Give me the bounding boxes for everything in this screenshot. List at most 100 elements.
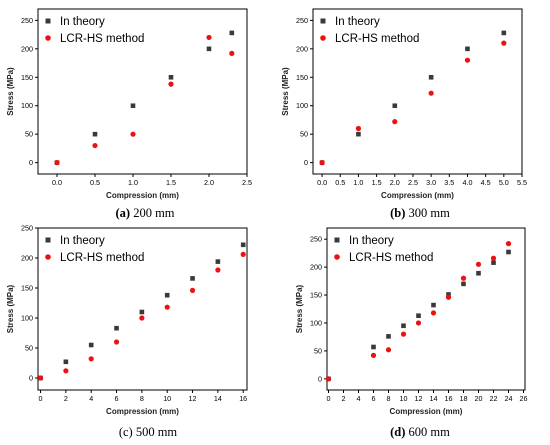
plot-frame — [37, 227, 248, 391]
x-tick-label: 4 — [357, 394, 361, 403]
x-tick-label: 4 — [89, 394, 93, 403]
data-point-lcr-hs — [464, 57, 471, 63]
x-tick-label: 10 — [163, 394, 171, 403]
y-axis-title: Stress (MPa) — [281, 67, 290, 116]
x-tick-label: 0.5 — [335, 178, 345, 187]
y-tick-label: 100 — [21, 314, 33, 323]
x-tick-label: 12 — [415, 394, 423, 403]
legend-marker-theory — [334, 237, 340, 243]
caption-d-label: (d) — [390, 425, 406, 439]
data-point-lcr-hs — [392, 119, 398, 125]
x-tick-label: 0 — [39, 394, 43, 403]
data-point-lcr-hs — [400, 331, 407, 337]
x-tick-label: 2.0 — [204, 178, 214, 187]
data-point-lcr-hs — [355, 125, 362, 132]
x-tick-label: 8 — [387, 394, 391, 403]
legend-label: In theory — [349, 235, 394, 247]
data-point-lcr-hs — [430, 310, 437, 316]
chart-panel-c: 0 2 4 6 8 10 12 14 16 0 50 100 150 200 250 Compression … — [0, 222, 275, 422]
caption-c: (c) 500 mm — [98, 425, 198, 440]
data-point-lcr-hs — [54, 160, 60, 166]
legend-marker-lcr-hs — [45, 35, 51, 41]
data-point-theory — [446, 292, 451, 297]
data-point-lcr-hs — [215, 267, 221, 273]
y-tick-label: 100 — [296, 101, 308, 110]
x-tick-label: 5.0 — [499, 178, 509, 187]
x-tick-label: 14 — [214, 394, 222, 403]
y-axis-title: Stress (MPa) — [6, 284, 15, 333]
data-point-lcr-hs — [325, 376, 332, 382]
caption-a-label: (a) — [115, 206, 131, 220]
data-point-theory — [215, 259, 221, 264]
y-tick-label: 50 — [300, 130, 308, 139]
y-tick-label: 250 — [21, 16, 33, 25]
data-point-lcr-hs — [370, 352, 377, 358]
y-tick-label: 150 — [296, 73, 308, 82]
x-tick-label: 18 — [460, 394, 468, 403]
data-point-lcr-hs — [88, 356, 94, 362]
x-tick-label: 12 — [189, 394, 197, 403]
chart-panel-d: 0 2 4 6 8 10 12 14 16 18 20 22 24 26 0 50 100 150 200 250 Co… — [275, 222, 550, 422]
legend-marker-theory — [45, 237, 51, 243]
data-point-lcr-hs — [460, 275, 467, 281]
data-point-theory — [476, 270, 481, 276]
y-tick-label: 0 — [304, 158, 308, 167]
caption-b-label: (b) — [390, 206, 406, 220]
data-point-lcr-hs — [92, 142, 98, 149]
data-point-lcr-hs — [113, 339, 120, 345]
y-tick-label: 250 — [310, 235, 322, 244]
data-point-theory — [229, 30, 235, 36]
data-point-theory — [491, 260, 496, 265]
caption-c-text: 500 mm — [135, 425, 178, 439]
chart-panel-b: 0.0 0.5 1.0 1.5 2.0 2.5 3.0 3.5 4.0 4.5 5.0 5.5 0 50 1… — [275, 0, 550, 205]
caption-b: (b) 300 mm — [370, 206, 470, 221]
data-point-theory — [164, 292, 170, 298]
data-point-theory — [465, 46, 470, 52]
data-point-theory — [431, 302, 436, 308]
legend-label: LCR-HS method — [335, 33, 419, 45]
data-point-lcr-hs — [415, 320, 422, 326]
data-point-theory — [240, 242, 246, 248]
x-tick-label: 2.0 — [390, 178, 400, 187]
y-tick-label: 200 — [296, 44, 308, 53]
y-axis-title: Stress (MPa) — [295, 284, 304, 333]
scatter-chart-a: 0.0 0.5 1.0 1.5 2.0 2.5 0 50 100 150 200 250 Compres… — [6, 8, 252, 200]
x-axis-title: Compression (mm) — [381, 191, 454, 200]
y-tick-label: 150 — [21, 73, 33, 82]
scatter-chart-d: 0 2 4 6 8 10 12 14 16 18 20 22 24 26050100150200250Co… — [295, 227, 528, 416]
x-axis-title: Compression (mm) — [106, 407, 179, 416]
data-point-lcr-hs — [168, 81, 174, 87]
x-tick-label: 0.5 — [90, 178, 100, 187]
data-point-lcr-hs — [505, 241, 512, 247]
legend-marker-theory — [45, 18, 51, 24]
plot-frame — [326, 227, 526, 391]
data-point-theory — [190, 276, 195, 281]
x-tick-label: 16 — [239, 394, 247, 403]
x-tick-label: 6 — [115, 394, 119, 403]
data-point-lcr-hs — [501, 40, 507, 46]
data-point-theory — [506, 249, 511, 255]
data-point-theory — [501, 30, 507, 36]
legend-marker-lcr-hs — [320, 35, 326, 41]
data-point-theory — [130, 103, 136, 109]
y-tick-label: 50 — [25, 130, 33, 139]
data-point-lcr-hs — [428, 90, 434, 96]
data-point-lcr-hs — [240, 251, 246, 257]
y-tick-label: 0 — [29, 158, 33, 167]
legend-marker-lcr-hs — [334, 254, 340, 260]
data-point-lcr-hs — [385, 347, 392, 353]
x-tick-label: 0 — [327, 394, 331, 403]
x-tick-label: 1.0 — [128, 178, 138, 187]
x-tick-label: 14 — [430, 394, 438, 403]
legend-label: LCR-HS method — [60, 33, 144, 45]
x-tick-label: 2.5 — [408, 178, 418, 187]
data-point-theory — [139, 309, 145, 315]
data-point-theory — [428, 74, 434, 80]
data-point-lcr-hs — [164, 304, 170, 310]
y-tick-label: 50 — [25, 344, 33, 353]
data-point-lcr-hs — [130, 131, 136, 137]
x-tick-label: 8 — [140, 394, 144, 403]
x-tick-label: 0.0 — [52, 178, 62, 187]
legend-marker-lcr-hs — [45, 254, 51, 260]
data-point-lcr-hs — [206, 34, 212, 41]
